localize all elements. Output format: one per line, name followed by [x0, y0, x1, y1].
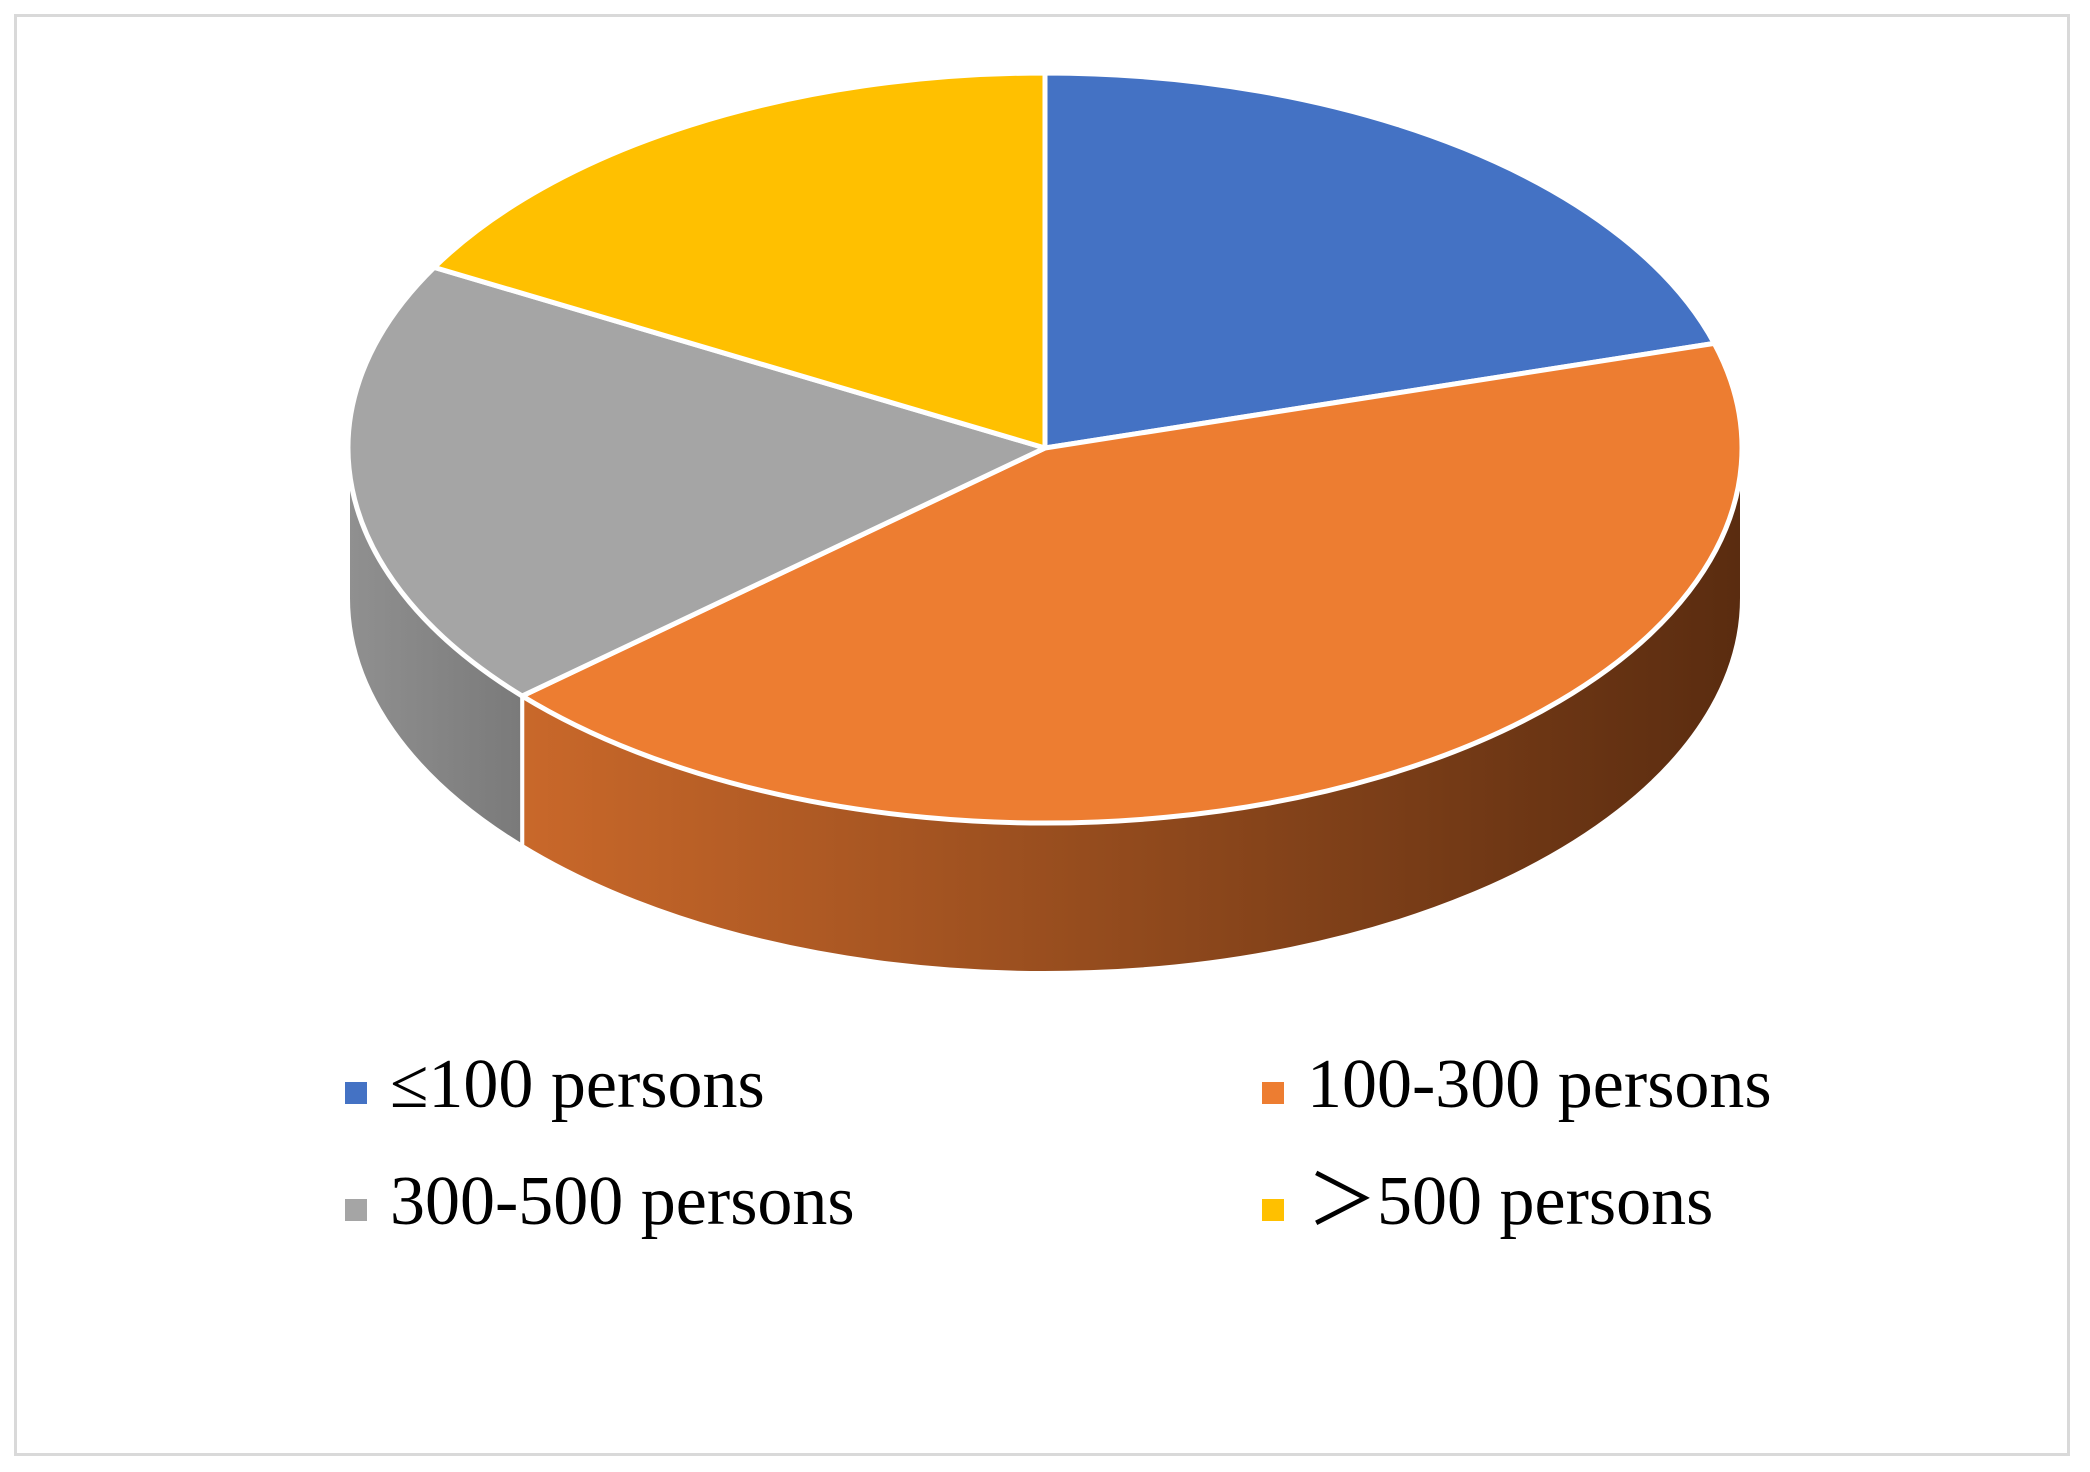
legend: ≤100 persons 100-300 persons 300-500 perso… — [345, 1046, 1772, 1240]
legend-swatch-3 — [1262, 1199, 1284, 1221]
legend-label-3: ＞500 persons — [1307, 1163, 1713, 1240]
pie-slice-2 — [345, 264, 1048, 699]
legend-label-1: 100-300 persons — [1307, 1046, 1772, 1123]
legend-label-0: ≤100 persons — [390, 1046, 765, 1123]
pie-slice-1 — [519, 340, 1745, 826]
legend-swatch-2 — [345, 1199, 367, 1221]
pie-slices — [345, 70, 1745, 826]
legend-swatch-1 — [1262, 1082, 1284, 1104]
pie-slice-0 — [1042, 70, 1717, 451]
legend-swatch-0 — [345, 1082, 367, 1104]
pie-slice-3 — [431, 70, 1048, 451]
legend-label-2: 300-500 persons — [390, 1163, 855, 1240]
